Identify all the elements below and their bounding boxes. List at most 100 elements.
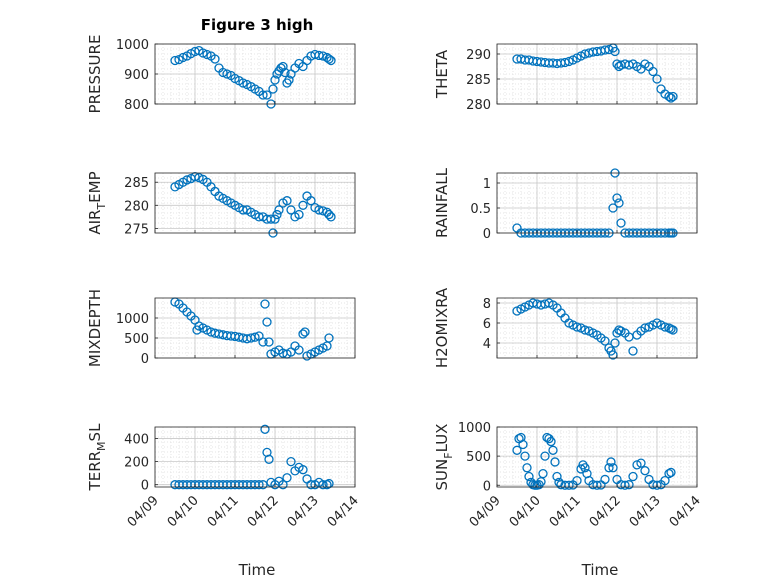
data-point	[608, 463, 618, 473]
y-tick-label: 4	[483, 337, 491, 352]
data-point	[592, 480, 602, 490]
figure-title: Figure 3 high	[201, 16, 314, 34]
data-point	[182, 175, 192, 185]
data-point	[606, 457, 616, 467]
x-axis-label-right: Time	[581, 561, 619, 579]
subplot-theta: 280 285 290 THETA	[433, 43, 698, 113]
y-axis-label-air-temp: AIRTEMP	[86, 171, 108, 234]
y-tick-label: 280	[124, 199, 149, 214]
y-tick-label: 6	[483, 317, 491, 332]
data-point	[198, 48, 208, 58]
data-point	[258, 90, 268, 100]
data-point	[664, 91, 674, 102]
data-point	[268, 84, 278, 94]
data-point	[540, 451, 550, 461]
data-point	[258, 337, 268, 347]
data-point	[628, 471, 638, 482]
data-point	[284, 75, 294, 85]
y-axis-label-rainfall: RAINFALL	[433, 167, 451, 238]
data-point	[668, 91, 678, 102]
data-point	[210, 54, 220, 64]
y-tick-label: 0	[483, 479, 491, 494]
data-point	[612, 193, 622, 203]
y-tick-label: 1000	[116, 38, 149, 53]
data-point	[222, 69, 232, 79]
data-point	[548, 445, 558, 455]
axes-box	[154, 297, 356, 359]
y-tick-label: 8	[483, 297, 491, 312]
subplot-mixdepth: 0 500 1000 MIXDEPTH	[86, 289, 356, 367]
data-point	[294, 209, 304, 220]
data-point	[522, 463, 532, 473]
y-tick-label: 285	[466, 73, 491, 88]
data-point	[512, 445, 522, 455]
data-point	[640, 466, 650, 476]
data-point	[324, 54, 334, 64]
y-tick-label: 800	[124, 98, 149, 113]
subplot-h2omixra: 4 6 8 H2OMIXRA	[433, 287, 698, 368]
data-point	[666, 93, 676, 103]
y-tick-label: 285	[124, 176, 149, 191]
y-tick-label: 500	[466, 450, 491, 465]
data-point	[260, 299, 270, 309]
data-point	[218, 67, 228, 78]
y-tick-label: 1000	[116, 312, 149, 327]
y-axis-label-terr-msl: TERRMSL	[86, 423, 108, 492]
data-point	[272, 209, 282, 220]
y-axis-label-sun-flux: SUNFLUX	[433, 424, 455, 491]
subplot-air-temp: 275 280 285 AIRTEMP	[86, 171, 356, 238]
data-point	[610, 338, 620, 348]
data-point	[668, 325, 678, 335]
data-point	[318, 480, 328, 490]
data-point	[604, 463, 614, 473]
data-point	[262, 317, 272, 327]
data-point	[564, 480, 574, 490]
y-axis-label-theta: THETA	[433, 49, 451, 99]
data-point	[550, 457, 560, 467]
y-tick-label: 0	[483, 227, 491, 242]
data-point	[324, 209, 334, 220]
data-point	[636, 458, 646, 468]
axes-box	[154, 172, 356, 234]
data-point	[538, 468, 548, 479]
data-point	[614, 198, 624, 208]
data-point	[202, 49, 212, 60]
data-point	[264, 337, 274, 347]
y-tick-label: 290	[466, 48, 491, 63]
data-point	[280, 67, 290, 78]
data-point	[564, 56, 574, 67]
data-point	[170, 55, 180, 66]
data-point	[640, 323, 650, 333]
data-point	[600, 336, 610, 346]
data-point	[270, 75, 280, 85]
axes-box	[496, 426, 698, 488]
data-point	[250, 332, 260, 342]
y-tick-label: 1	[483, 177, 491, 192]
data-point	[286, 456, 296, 467]
data-point	[324, 478, 334, 489]
data-point	[274, 205, 284, 215]
data-point	[278, 480, 288, 490]
subplot-terr-msl: 04/09 04/10 04/11 04/12 04/13 04/140200400TER…	[86, 423, 362, 530]
data-point	[306, 196, 316, 206]
y-tick-label: 275	[124, 222, 149, 237]
y-tick-label: 900	[124, 68, 149, 83]
y-axis-label-h2omixra: H2OMIXRA	[433, 287, 451, 368]
data-point	[326, 55, 336, 66]
data-point	[628, 346, 638, 356]
data-point	[238, 78, 248, 88]
data-point	[260, 424, 270, 434]
data-point	[266, 214, 276, 224]
data-point	[282, 473, 292, 483]
data-point	[666, 467, 676, 478]
data-point	[620, 480, 630, 490]
data-point	[624, 480, 634, 490]
data-point	[270, 214, 280, 224]
subplot-rainfall: 0 0.5 1 RAINFALL	[433, 167, 698, 242]
y-tick-label: 500	[124, 332, 149, 347]
data-point	[660, 322, 670, 332]
y-axis-label-mixdepth: MIXDEPTH	[86, 289, 104, 367]
axes-box	[154, 426, 356, 488]
